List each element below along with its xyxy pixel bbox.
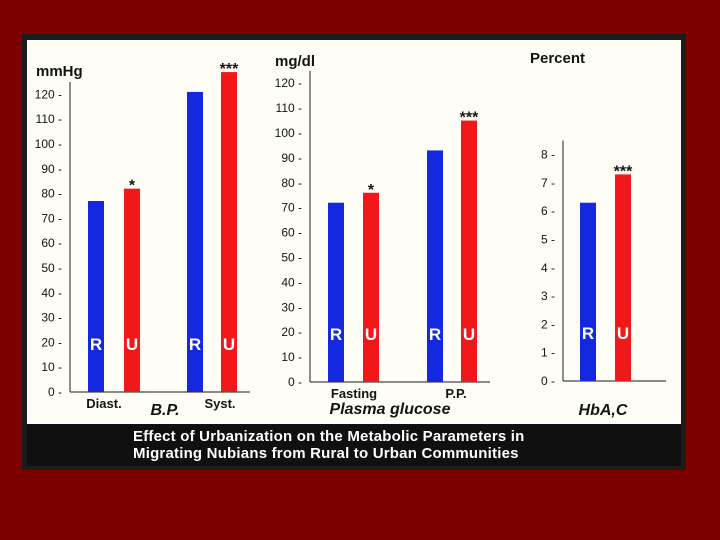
y-tick-label: 20 - xyxy=(41,335,62,349)
y-tick-label: 7 - xyxy=(541,176,555,190)
y-tick-label: 4 - xyxy=(541,261,555,275)
y-axis-label: Percent xyxy=(530,50,585,67)
y-tick-label: 2 - xyxy=(541,317,555,331)
category-label: Diast. xyxy=(86,396,121,411)
y-tick-label: 110 - xyxy=(276,101,302,115)
y-tick-label: 10 - xyxy=(281,350,302,364)
significance-marker: *** xyxy=(220,61,239,78)
y-tick-label: 60 - xyxy=(41,236,62,250)
series-label-u: U xyxy=(126,335,138,354)
y-tick-label: 30 - xyxy=(281,300,302,314)
bar-rural xyxy=(580,202,596,381)
y-tick-label: 3 - xyxy=(541,289,555,303)
series-label-u: U xyxy=(365,325,377,344)
significance-marker: * xyxy=(129,178,136,195)
category-label: Fasting xyxy=(331,386,377,401)
bar-urban xyxy=(615,174,631,381)
bar-rural xyxy=(187,91,203,393)
series-label-r: R xyxy=(429,325,441,344)
y-tick-label: 70 - xyxy=(41,211,62,225)
y-axis-label: mg/dl xyxy=(275,53,315,70)
category-label: P.P. xyxy=(445,386,466,401)
y-tick-label: 50 - xyxy=(41,261,62,275)
bar-urban xyxy=(461,120,477,383)
y-tick-label: 100 - xyxy=(35,137,62,151)
y-tick-label: 40 - xyxy=(281,275,302,289)
y-tick-label: 6 - xyxy=(541,204,555,218)
series-label-u: U xyxy=(617,324,629,343)
bar-rural xyxy=(427,150,443,382)
y-tick-label: 40 - xyxy=(41,286,62,300)
y-tick-label: 80 - xyxy=(281,176,302,190)
caption-bar: Effect of Urbanization on the Metabolic … xyxy=(27,424,681,466)
y-tick-label: 1 - xyxy=(541,346,555,360)
y-tick-label: 20 - xyxy=(281,325,302,339)
y-tick-label: 80 - xyxy=(41,187,62,201)
group-title: B.P. xyxy=(150,402,179,419)
y-tick-label: 100 - xyxy=(275,126,302,140)
bar-urban xyxy=(363,192,379,382)
y-tick-label: 120 - xyxy=(275,76,302,90)
y-tick-label: 90 - xyxy=(281,151,302,165)
y-tick-label: 60 - xyxy=(281,226,302,240)
y-tick-label: 70 - xyxy=(281,201,302,215)
significance-marker: *** xyxy=(614,163,633,180)
y-tick-label: 0 - xyxy=(48,385,62,399)
y-tick-label: 30 - xyxy=(41,311,62,325)
series-label-r: R xyxy=(189,335,201,354)
y-tick-label: 5 - xyxy=(541,233,555,247)
group-title: HbA,C xyxy=(579,402,628,419)
caption-line-1: Effect of Urbanization on the Metabolic … xyxy=(133,428,525,445)
bar-rural xyxy=(88,201,104,392)
series-label-r: R xyxy=(582,324,594,343)
category-label: Syst. xyxy=(204,396,235,411)
bar-rural xyxy=(328,202,344,382)
y-axis-label: mmHg xyxy=(36,63,83,80)
y-tick-label: 10 - xyxy=(41,360,62,374)
series-label-u: U xyxy=(223,335,235,354)
bar-urban xyxy=(221,72,237,392)
y-tick-label: 90 - xyxy=(41,162,62,176)
y-tick-label: 110 - xyxy=(36,112,62,126)
y-tick-label: 0 - xyxy=(288,375,302,389)
significance-marker: * xyxy=(368,182,375,199)
group-title: Plasma glucose xyxy=(330,401,451,418)
series-label-r: R xyxy=(90,335,102,354)
y-tick-label: 120 - xyxy=(35,87,62,101)
bar-urban xyxy=(124,188,140,392)
significance-marker: *** xyxy=(460,110,479,127)
series-label-r: R xyxy=(330,325,342,344)
caption-line-2: Migrating Nubians from Rural to Urban Co… xyxy=(133,445,519,462)
series-label-u: U xyxy=(463,325,475,344)
y-tick-label: 0 - xyxy=(541,374,555,388)
y-tick-label: 50 - xyxy=(281,251,302,265)
y-tick-label: 8 - xyxy=(541,148,555,162)
